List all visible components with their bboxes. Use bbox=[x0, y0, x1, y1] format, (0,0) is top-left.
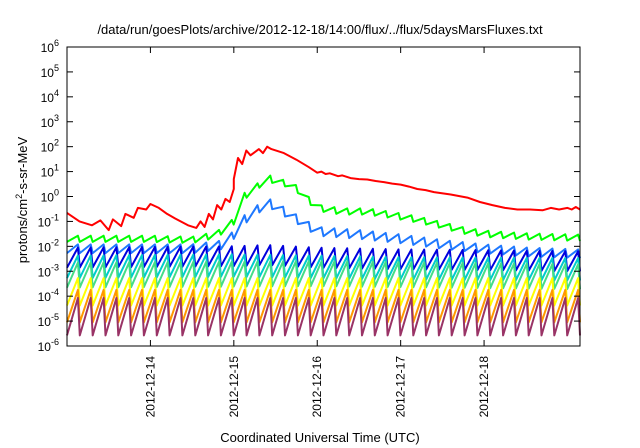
y-tick-label: 10-1 bbox=[38, 212, 59, 229]
y-tick-label: 10-5 bbox=[38, 312, 59, 329]
series-line-1 bbox=[66, 145, 581, 232]
x-tick-label: 2012-12-15 bbox=[227, 356, 241, 418]
x-tick-label: 2012-12-14 bbox=[143, 356, 157, 418]
y-tick-label: 102 bbox=[41, 138, 59, 155]
y-tick-label: 104 bbox=[41, 88, 59, 105]
x-axis-label: Coordinated Universal Time (UTC) bbox=[220, 430, 420, 445]
series-line-2 bbox=[66, 174, 581, 244]
y-tick-label: 103 bbox=[41, 113, 59, 130]
x-tick-label: 2012-12-18 bbox=[477, 356, 491, 418]
y-tick-label: 10-6 bbox=[38, 337, 59, 354]
y-tick-label: 10-3 bbox=[38, 262, 59, 279]
y-tick-label: 10-4 bbox=[38, 287, 59, 304]
series-line-9 bbox=[66, 297, 581, 337]
y-tick-label: 101 bbox=[41, 163, 59, 180]
y-tick-label: 105 bbox=[41, 63, 59, 80]
x-axis-ticks: 2012-12-14 2012-12-15 2012-12-16 2012-12-17… bbox=[143, 47, 491, 417]
y-axis-ticks: 10-6 10-5 10-4 10-3 10-2 10-1 100 101 102 103 104 1… bbox=[38, 38, 580, 354]
x-tick-label: 2012-12-16 bbox=[310, 356, 324, 418]
y-tick-label: 106 bbox=[41, 38, 59, 55]
y-tick-label: 100 bbox=[41, 188, 59, 205]
y-axis-label: protons/cm2-s-sr-MeV bbox=[13, 136, 31, 264]
x-tick-label: 2012-12-17 bbox=[394, 356, 408, 418]
series-layer bbox=[66, 145, 581, 337]
y-tick-label: 10-2 bbox=[38, 237, 59, 254]
series-line-6 bbox=[66, 260, 581, 291]
chart-title: /data/run/goesPlots/archive/2012-12-18/1… bbox=[97, 22, 543, 37]
